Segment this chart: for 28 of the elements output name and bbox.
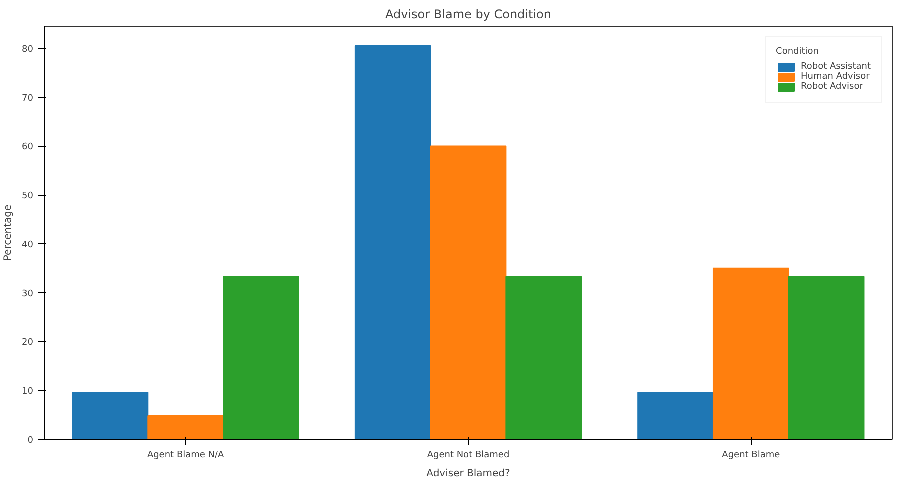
y-axis-title: Percentage — [3, 204, 14, 262]
y-tick-label: 60 — [22, 142, 34, 153]
x-tick-label: Agent Blame N/A — [147, 450, 226, 460]
y-tick-label: 0 — [28, 436, 34, 446]
bar — [354, 46, 432, 440]
bar — [506, 276, 582, 440]
bar — [712, 268, 790, 440]
legend-label: Human Advisor — [801, 72, 870, 82]
y-tick-label: 10 — [22, 387, 34, 398]
x-axis-title: Adviser Blamed? — [426, 468, 510, 480]
x-tick-label: Agent Blame — [722, 450, 781, 460]
y-tick-label: 50 — [22, 192, 34, 202]
legend-title: Condition — [776, 47, 820, 57]
bar — [788, 276, 865, 440]
bar — [72, 392, 149, 440]
bar — [638, 392, 714, 440]
x-tick-label: Agent Not Blamed — [427, 450, 510, 460]
bar — [223, 276, 300, 440]
y-tick-label: 30 — [22, 289, 34, 300]
bar — [148, 416, 224, 440]
y-tick-label: 80 — [22, 44, 34, 55]
y-tick-label: 40 — [22, 240, 34, 250]
legend-label: Robot Advisor — [801, 82, 864, 92]
y-tick-label: 20 — [22, 338, 34, 348]
bar — [430, 146, 507, 440]
y-tick-label: 70 — [22, 94, 34, 104]
legend-label: Robot Assistant — [801, 62, 871, 72]
chart-title: Advisor Blame by Condition — [386, 8, 552, 22]
